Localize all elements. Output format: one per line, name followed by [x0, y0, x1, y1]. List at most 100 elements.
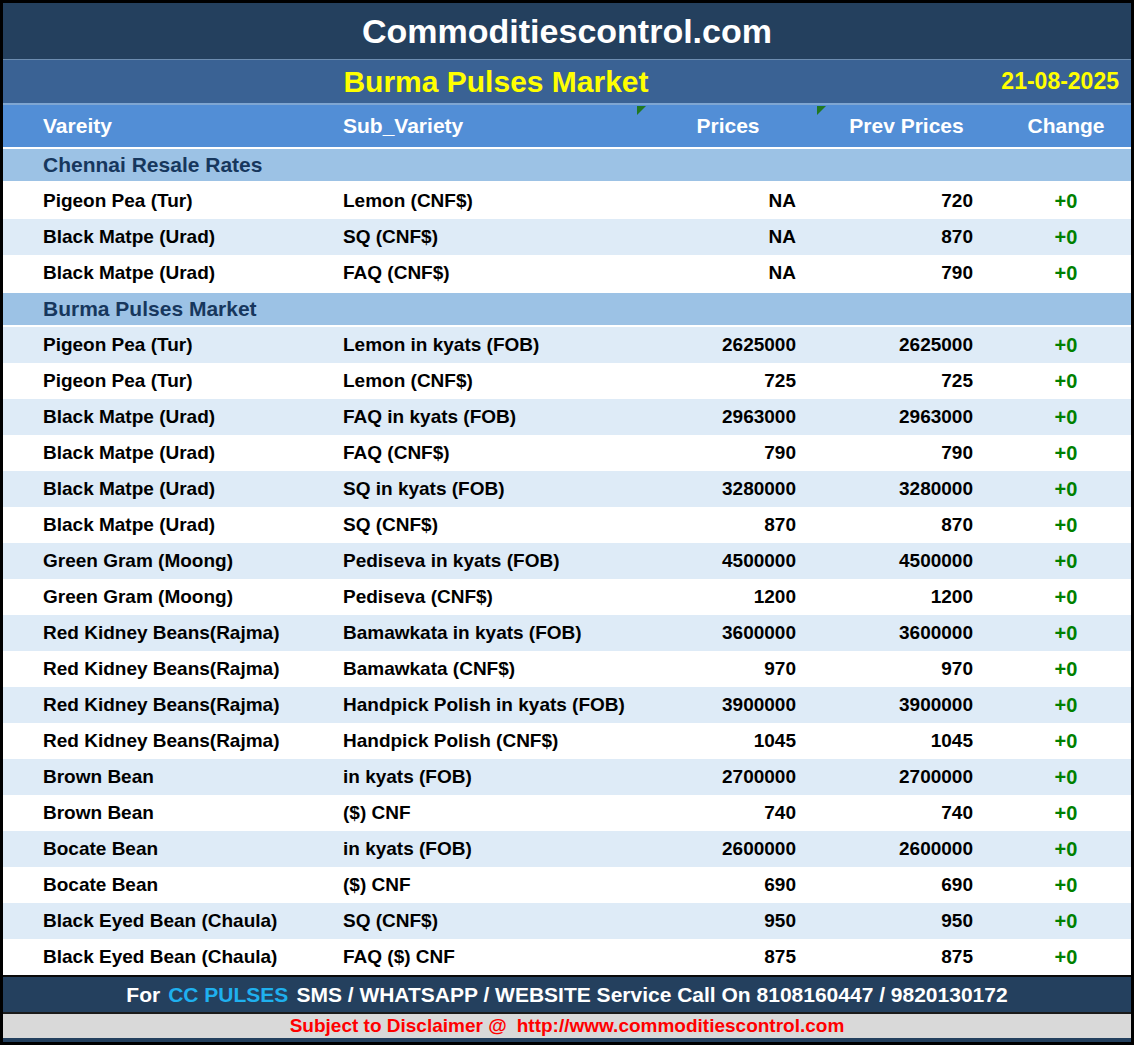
table-row: Pigeon Pea (Tur)Lemon in kyats (FOB)2625…: [3, 327, 1131, 363]
change-cell: +0: [995, 795, 1134, 831]
change-cell: +0: [995, 363, 1134, 399]
table-row: Brown Beanin kyats (FOB)27000002700000+0: [3, 759, 1131, 795]
price-cell: 1200: [638, 579, 818, 615]
sub-variety-cell: Handpick Polish in kyats (FOB): [333, 687, 638, 723]
prev-price-cell: 3600000: [818, 615, 995, 651]
sub-variety-cell: ($) CNF: [333, 867, 638, 903]
prev-price-cell: 875: [818, 939, 995, 975]
table-row: Red Kidney Beans(Rajma)Handpick Polish (…: [3, 723, 1131, 759]
price-cell: 3600000: [638, 615, 818, 651]
column-header-prev-prices-label: Prev Prices: [849, 114, 963, 138]
table-row: Brown Bean($) CNF740740+0: [3, 795, 1131, 831]
variety-cell: Black Matpe (Urad): [3, 219, 333, 255]
sub-variety-cell: SQ in kyats (FOB): [333, 471, 638, 507]
prev-price-cell: 970: [818, 651, 995, 687]
column-header-row: Vareity Sub_Variety Prices Prev Prices C…: [3, 105, 1131, 147]
table-row: Pigeon Pea (Tur)Lemon (CNF$)NA720+0: [3, 183, 1131, 219]
site-title: Commoditiescontrol.com: [362, 12, 772, 51]
table-row: Bocate Bean($) CNF690690+0: [3, 867, 1131, 903]
price-cell: 2600000: [638, 831, 818, 867]
variety-cell: Pigeon Pea (Tur): [3, 183, 333, 219]
disclaimer-text: Subject to Disclaimer @: [290, 1015, 507, 1037]
report-title-bar: Burma Pulses Market 21-08-2025: [3, 59, 1131, 105]
column-header-sub-variety: Sub_Variety: [333, 105, 638, 147]
variety-cell: Red Kidney Beans(Rajma): [3, 615, 333, 651]
sub-variety-cell: SQ (CNF$): [333, 507, 638, 543]
table-row: Red Kidney Beans(Rajma)Bamawkata (CNF$) 9…: [3, 651, 1131, 687]
sub-variety-cell: Lemon (CNF$): [333, 183, 638, 219]
column-header-prices: Prices: [638, 105, 818, 147]
variety-cell: Green Gram (Moong): [3, 543, 333, 579]
variety-cell: Green Gram (Moong): [3, 579, 333, 615]
table-row: Black Matpe (Urad)SQ (CNF$)NA870+0: [3, 219, 1131, 255]
column-header-variety: Vareity: [3, 105, 333, 147]
sub-variety-cell: FAQ (CNF$): [333, 435, 638, 471]
price-cell: 2963000: [638, 399, 818, 435]
change-cell: +0: [995, 399, 1134, 435]
price-cell: 690: [638, 867, 818, 903]
price-cell: 740: [638, 795, 818, 831]
sub-variety-cell: in kyats (FOB): [333, 831, 638, 867]
prev-price-cell: 1200: [818, 579, 995, 615]
disclaimer-bar: Subject to Disclaimer @ http://www.commo…: [3, 1012, 1131, 1038]
prev-price-cell: 2600000: [818, 831, 995, 867]
variety-cell: Black Matpe (Urad): [3, 255, 333, 291]
variety-cell: Red Kidney Beans(Rajma): [3, 687, 333, 723]
price-cell: NA: [638, 183, 818, 219]
table-row: Black Matpe (Urad)SQ (CNF$)870870+0: [3, 507, 1131, 543]
price-cell: 725: [638, 363, 818, 399]
table-row: Bocate Beanin kyats (FOB)26000002600000+…: [3, 831, 1131, 867]
variety-cell: Brown Bean: [3, 795, 333, 831]
change-cell: +0: [995, 723, 1134, 759]
sub-variety-cell: Pediseva (CNF$): [333, 579, 638, 615]
prev-price-cell: 2625000: [818, 327, 995, 363]
sub-variety-cell: Handpick Polish (CNF$): [333, 723, 638, 759]
table-row: Black Matpe (Urad)FAQ (CNF$)NA790+0: [3, 255, 1131, 291]
sub-variety-cell: ($) CNF: [333, 795, 638, 831]
report-title: Burma Pulses Market: [3, 60, 989, 103]
price-cell: NA: [638, 219, 818, 255]
variety-cell: Pigeon Pea (Tur): [3, 363, 333, 399]
variety-cell: Black Matpe (Urad): [3, 471, 333, 507]
price-cell: 950: [638, 903, 818, 939]
price-cell: 870: [638, 507, 818, 543]
table-row: Black Eyed Bean (Chaula)SQ (CNF$)950950+…: [3, 903, 1131, 939]
disclaimer-link[interactable]: http://www.commoditiescontrol.com: [517, 1015, 845, 1037]
table-row: Pigeon Pea (Tur)Lemon (CNF$)725725+0: [3, 363, 1131, 399]
prev-price-cell: 950: [818, 903, 995, 939]
sub-variety-cell: SQ (CNF$): [333, 219, 638, 255]
table-row: Black Matpe (Urad)FAQ in kyats (FOB)2963…: [3, 399, 1131, 435]
sub-variety-cell: FAQ ($) CNF: [333, 939, 638, 975]
change-cell: +0: [995, 651, 1134, 687]
change-cell: +0: [995, 939, 1134, 975]
price-cell: NA: [638, 255, 818, 291]
variety-cell: Red Kidney Beans(Rajma): [3, 651, 333, 687]
price-sheet: Commoditiescontrol.com Burma Pulses Mark…: [0, 0, 1134, 1045]
change-cell: +0: [995, 759, 1134, 795]
variety-cell: Black Matpe (Urad): [3, 435, 333, 471]
sub-variety-cell: Bamawkata (CNF$): [333, 651, 638, 687]
sub-variety-cell: Lemon in kyats (FOB): [333, 327, 638, 363]
variety-cell: Black Matpe (Urad): [3, 507, 333, 543]
price-cell: 790: [638, 435, 818, 471]
sub-variety-cell: FAQ (CNF$): [333, 255, 638, 291]
prev-price-cell: 3280000: [818, 471, 995, 507]
change-cell: +0: [995, 327, 1134, 363]
table-body: Chennai Resale RatesPigeon Pea (Tur)Lemo…: [3, 147, 1131, 975]
variety-cell: Black Eyed Bean (Chaula): [3, 939, 333, 975]
prev-price-cell: 3900000: [818, 687, 995, 723]
prev-price-cell: 740: [818, 795, 995, 831]
variety-cell: Brown Bean: [3, 759, 333, 795]
change-cell: +0: [995, 543, 1134, 579]
service-brand: CC PULSES: [168, 983, 288, 1007]
section-header: Chennai Resale Rates: [3, 147, 1131, 183]
sub-variety-cell: SQ (CNF$): [333, 903, 638, 939]
change-cell: +0: [995, 831, 1134, 867]
prev-price-cell: 870: [818, 507, 995, 543]
change-cell: +0: [995, 903, 1134, 939]
sub-variety-cell: in kyats (FOB): [333, 759, 638, 795]
service-text: SMS / WHATSAPP / WEBSITE Service Call On…: [296, 983, 1007, 1007]
column-header-prices-label: Prices: [696, 114, 759, 138]
table-row: Red Kidney Beans(Rajma)Handpick Polish i…: [3, 687, 1131, 723]
variety-cell: Black Eyed Bean (Chaula): [3, 903, 333, 939]
